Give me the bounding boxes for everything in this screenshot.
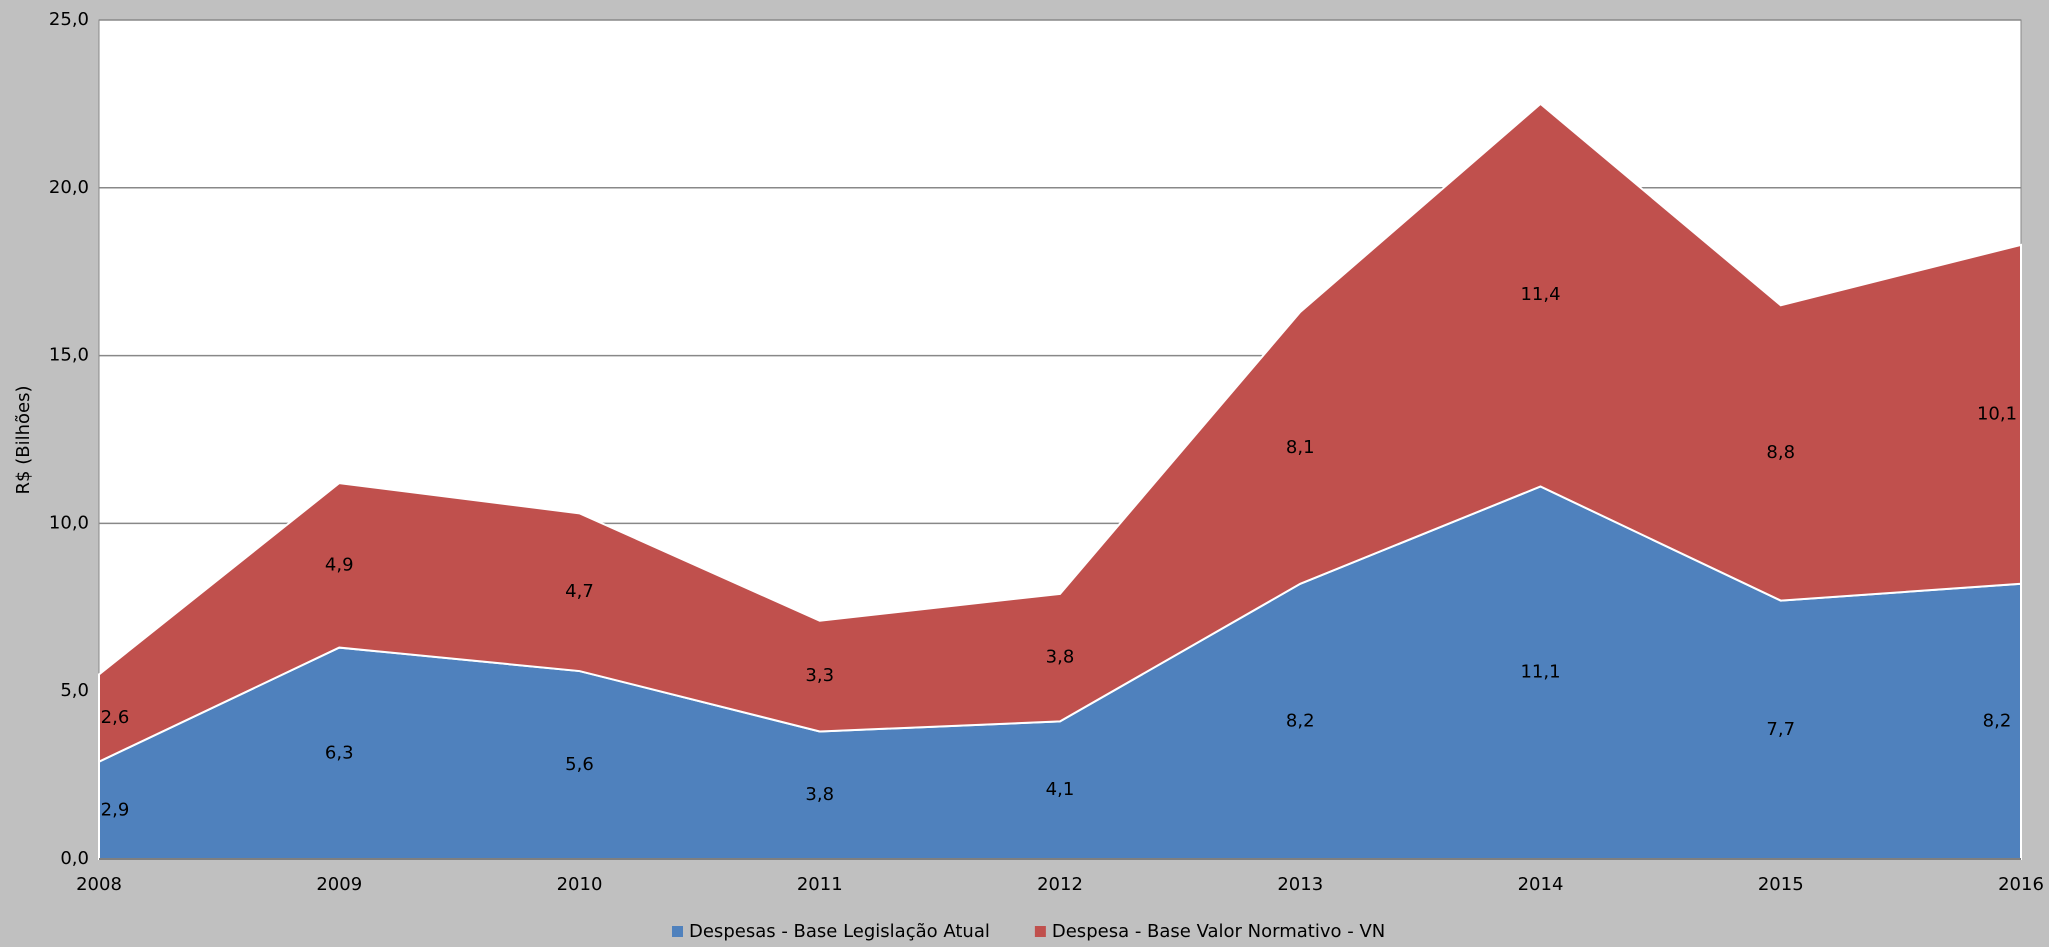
y-tick-label: 25,0 [49, 9, 89, 30]
data-label: 4,7 [565, 581, 594, 602]
x-tick-label: 2013 [1277, 874, 1323, 895]
data-label: 8,2 [1983, 710, 2012, 731]
x-tick-label: 2016 [1998, 874, 2044, 895]
x-tick-label: 2009 [316, 874, 362, 895]
legend-label: Despesas - Base Legislação Atual [689, 921, 990, 942]
data-label: 7,7 [1766, 719, 1795, 740]
data-label: 4,9 [325, 554, 354, 575]
data-label: 2,6 [101, 707, 130, 728]
data-label: 8,2 [1286, 710, 1315, 731]
y-tick-label: 20,0 [49, 177, 89, 198]
legend-swatch [672, 926, 683, 937]
data-label: 3,8 [1046, 647, 1075, 668]
data-label: 10,1 [1977, 403, 2017, 424]
x-tick-label: 2008 [76, 874, 122, 895]
data-label: 8,1 [1286, 437, 1315, 458]
legend-swatch [1034, 926, 1046, 937]
data-label: 2,9 [101, 799, 130, 820]
x-tick-label: 2012 [1037, 874, 1083, 895]
data-label: 4,1 [1046, 779, 1075, 800]
x-tick-label: 2010 [557, 874, 603, 895]
y-tick-label: 0,0 [60, 848, 89, 869]
legend-label: Despesa - Base Valor Normativo - VN [1052, 921, 1385, 942]
y-tick-label: 5,0 [60, 680, 89, 701]
data-label: 5,6 [565, 754, 594, 775]
data-label: 6,3 [325, 742, 354, 763]
data-label: 3,8 [805, 784, 834, 805]
x-tick-label: 2015 [1758, 874, 1804, 895]
x-tick-label: 2014 [1518, 874, 1564, 895]
data-label: 8,8 [1766, 442, 1795, 463]
data-label: 11,1 [1520, 662, 1560, 683]
y-tick-label: 10,0 [49, 512, 89, 533]
data-label: 3,3 [805, 665, 834, 686]
y-axis-label: R$ (Bilhões) [13, 386, 34, 495]
data-label: 11,4 [1520, 284, 1560, 305]
y-tick-label: 15,0 [49, 345, 89, 366]
area [98, 102, 2022, 764]
x-tick-label: 2011 [797, 874, 843, 895]
